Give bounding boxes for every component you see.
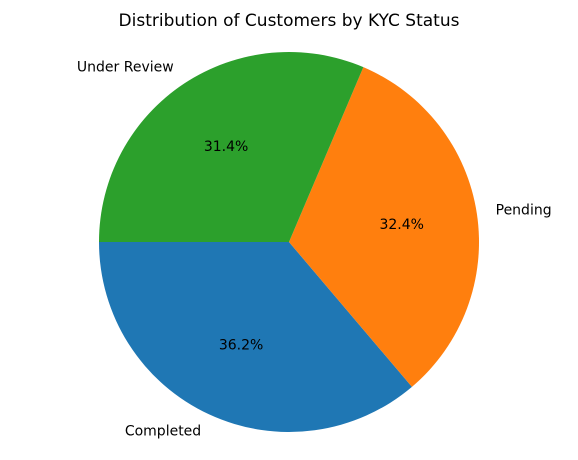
pie-percent-label: 32.4% — [379, 217, 423, 233]
pie-category-label: Under Review — [77, 60, 174, 76]
pie-category-label: Pending — [496, 203, 552, 219]
chart-title: Distribution of Customers by KYC Status — [119, 11, 460, 31]
pie-slice-completed — [99, 242, 412, 433]
pie-slice-under-review — [99, 52, 364, 242]
pie-percent-label: 31.4% — [204, 139, 248, 155]
pie-slices — [99, 52, 480, 433]
pie-category-label: Completed — [125, 424, 201, 440]
pie-slice-pending — [289, 67, 480, 387]
pie-labels: 36.2% Completed 32.4% Pending 31.4% Under Rev… — [77, 60, 552, 440]
pie-percent-label: 36.2% — [219, 337, 263, 353]
